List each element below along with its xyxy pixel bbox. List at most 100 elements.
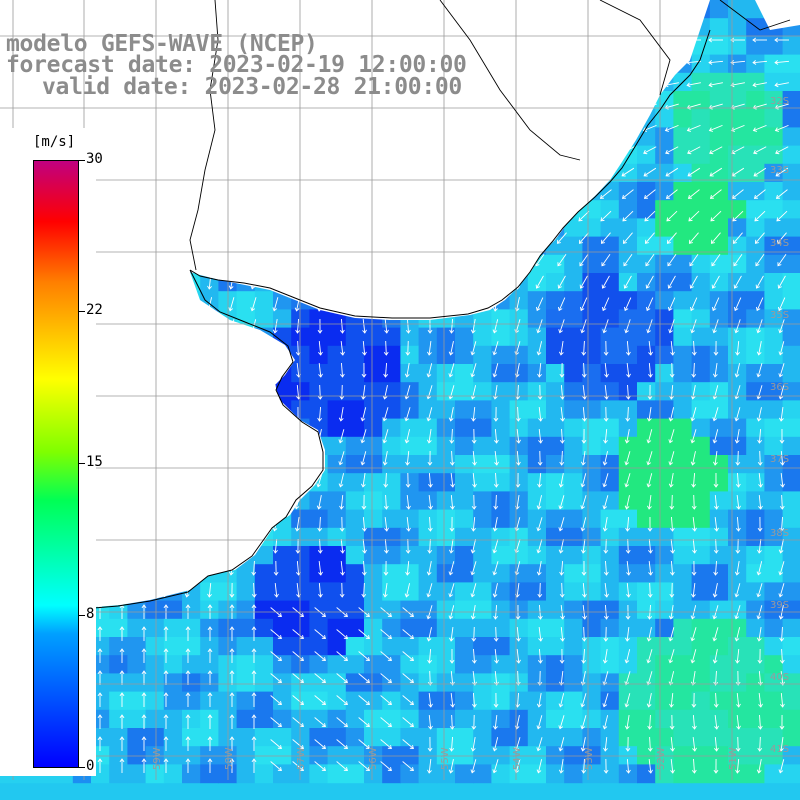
wind-cell: [418, 582, 438, 602]
wind-cell: [691, 91, 711, 110]
wind-cell: [764, 236, 784, 256]
wind-cell: [746, 182, 765, 201]
wind-cell: [655, 582, 674, 602]
wind-cell: [527, 509, 547, 529]
wind-cell: [728, 18, 747, 37]
wind-arrow: [713, 670, 719, 686]
wind-arrow: [755, 297, 764, 312]
wind-cell: [637, 600, 656, 620]
wind-cell: [473, 473, 492, 492]
wind-arrow: [757, 736, 763, 752]
wind-cell: [709, 546, 729, 565]
wind-arrow: [603, 538, 609, 554]
wind-cell: [746, 728, 765, 747]
wind-arrow: [711, 254, 721, 267]
wind-cell: [618, 182, 638, 201]
wind-arrow: [536, 495, 543, 510]
wind-arrow: [449, 450, 455, 466]
wind-cell: [491, 418, 511, 438]
wind-arrow: [470, 385, 477, 400]
wind-cell: [455, 728, 474, 747]
wind-arrow: [537, 362, 542, 378]
wind-cell: [764, 509, 784, 529]
wind-cell: [327, 527, 347, 547]
wind-arrow: [580, 693, 587, 708]
wind-cell: [728, 218, 747, 238]
wind-arrow: [404, 407, 411, 422]
wind-arrow: [778, 737, 784, 752]
wind-arrow: [690, 319, 697, 334]
wind-arrow: [774, 82, 789, 88]
wind-cell: [273, 673, 292, 693]
wind-cell: [400, 382, 420, 401]
wind-cell: [564, 600, 583, 620]
wind-arrow: [645, 275, 654, 289]
wind-cell: [364, 546, 383, 565]
wind-cell: [127, 600, 147, 620]
wind-arrow: [734, 363, 741, 378]
wind-cell: [600, 345, 620, 365]
wind-cell: [345, 673, 365, 693]
wind-cell: [418, 455, 438, 474]
wind-cell: [782, 637, 800, 656]
wind-arrow: [625, 736, 631, 752]
wind-cell: [691, 309, 711, 329]
wind-cell: [709, 54, 729, 74]
wind-cell: [691, 163, 711, 183]
wind-cell: [600, 618, 620, 638]
wind-cell: [564, 436, 583, 456]
wind-arrow: [558, 759, 564, 774]
wind-arrow: [163, 736, 169, 751]
wind-cell: [400, 600, 420, 620]
wind-cell: [673, 109, 693, 128]
wind-arrow: [601, 275, 610, 289]
wind-cell: [673, 473, 693, 492]
forecast-date: forecast date: 2023-02-19 12:00:00: [6, 52, 467, 78]
wind-cell: [455, 637, 474, 656]
wind-cell: [491, 764, 511, 784]
wind-arrow: [339, 384, 345, 400]
wind-arrow: [665, 167, 679, 177]
wind-arrow: [624, 693, 631, 708]
wind-cell: [746, 218, 765, 238]
wind-arrow: [383, 538, 389, 554]
wind-arrow: [270, 761, 282, 771]
wind-cell: [455, 436, 474, 456]
wind-cell: [673, 600, 693, 620]
wind-arrow: [402, 673, 414, 683]
wind-cell: [546, 618, 565, 638]
wind-cell: [509, 600, 529, 620]
wind-cell: [436, 691, 456, 711]
wind-cell: [764, 364, 784, 383]
wind-cell: [673, 527, 693, 547]
wind-arrow: [404, 363, 410, 378]
wind-arrow: [536, 319, 543, 334]
wind-arrow: [317, 406, 323, 422]
wind-cell: [109, 709, 128, 729]
wind-arrow: [207, 670, 213, 685]
wind-arrow: [340, 560, 345, 576]
wind-cell: [764, 600, 784, 620]
wind-arrow: [669, 692, 674, 708]
wind-cell: [691, 582, 711, 602]
wind-cell: [546, 309, 565, 329]
wind-cell: [127, 764, 147, 784]
wind-arrow: [402, 695, 414, 705]
wind-cell: [455, 455, 474, 474]
colorbar-tick-mark: [79, 767, 85, 768]
wind-arrow: [713, 758, 719, 774]
wind-arrow: [709, 146, 723, 155]
wind-arrow: [758, 494, 763, 510]
wind-cell: [291, 637, 310, 656]
wind-arrow: [358, 717, 370, 727]
wind-arrow: [557, 275, 566, 289]
wind-cell: [746, 600, 765, 620]
latitude-label: 38S: [770, 528, 789, 539]
wind-arrow: [735, 736, 741, 752]
wind-arrow: [753, 146, 767, 155]
wind-arrow: [251, 758, 257, 773]
wind-cell: [509, 382, 529, 401]
wind-cell: [546, 709, 565, 729]
wind-cell: [327, 455, 347, 474]
wind-cell: [436, 400, 456, 420]
